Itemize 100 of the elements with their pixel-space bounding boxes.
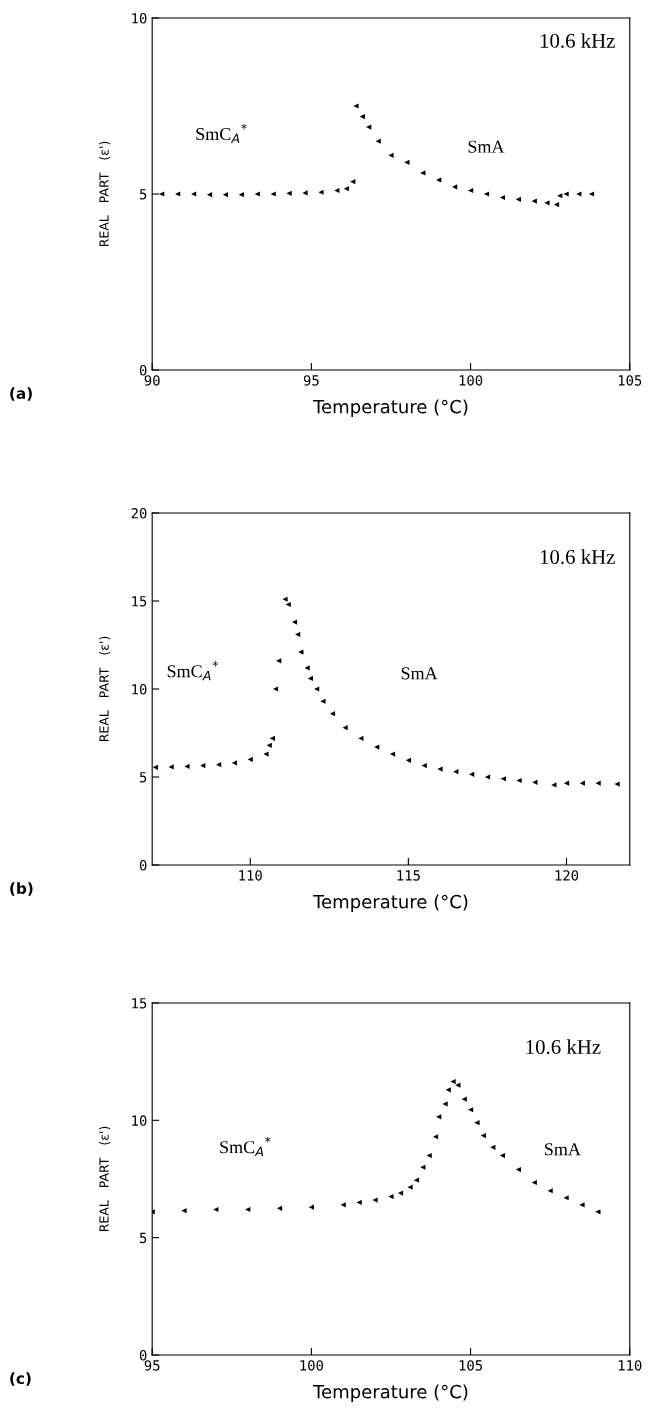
x-tick-label: 100 xyxy=(459,375,483,386)
point xyxy=(342,725,348,731)
y-tick-label: 0 xyxy=(139,860,147,871)
point xyxy=(184,763,190,770)
point xyxy=(595,1209,601,1215)
x-tick-label: 90 xyxy=(144,375,160,386)
y-axis-title: REAL PART (ε') xyxy=(99,141,111,247)
point xyxy=(426,1152,432,1159)
point xyxy=(421,762,427,769)
point xyxy=(263,751,269,757)
annotation: 10.6 kHz xyxy=(526,1039,601,1055)
point xyxy=(579,780,585,786)
x-tick-label: 110 xyxy=(239,870,262,881)
point xyxy=(181,1208,187,1214)
x-tick-label: 120 xyxy=(555,870,579,881)
point xyxy=(372,1197,378,1203)
text: (a) xyxy=(10,387,32,401)
annotation: 10.6 kHz xyxy=(540,33,615,48)
point xyxy=(553,201,560,208)
point xyxy=(461,1096,467,1102)
point xyxy=(334,187,340,194)
point xyxy=(168,764,174,770)
y-tick-label: 20 xyxy=(131,508,147,519)
y-tick-label: 0 xyxy=(139,365,147,376)
y-axis-title: REAL PART (ε') xyxy=(99,1126,111,1232)
point xyxy=(276,1205,283,1211)
x-tick-label: 95 xyxy=(144,1360,160,1371)
annotation: SmC$_{A}$$^{*}$ xyxy=(220,1136,271,1157)
point xyxy=(343,186,349,192)
point xyxy=(206,192,213,198)
point xyxy=(375,138,381,144)
text: (c) xyxy=(10,1372,31,1386)
point xyxy=(356,1199,362,1206)
point xyxy=(320,698,326,704)
point xyxy=(450,1079,456,1085)
y-tick-label: 15 xyxy=(132,998,147,1009)
point xyxy=(269,735,275,741)
point xyxy=(213,1206,219,1213)
point xyxy=(304,665,310,671)
y-tick-label: 0 xyxy=(139,1350,147,1361)
point xyxy=(307,675,313,682)
point xyxy=(302,190,308,196)
point xyxy=(318,189,324,195)
point xyxy=(329,711,336,717)
point xyxy=(340,1202,346,1208)
point xyxy=(152,764,158,770)
y-tick-label: 5 xyxy=(139,1232,147,1244)
annotation: 10.6 kHz xyxy=(540,549,615,565)
annotation: SmC$_{A}$$^{*}$ xyxy=(196,123,247,143)
point xyxy=(579,1202,585,1208)
point xyxy=(388,152,394,158)
point xyxy=(285,601,291,608)
point xyxy=(544,200,550,206)
point xyxy=(515,196,521,202)
point xyxy=(445,1087,451,1093)
point xyxy=(353,103,359,109)
y-tick-label: 10 xyxy=(132,1115,147,1126)
point xyxy=(432,1134,439,1140)
y-tick-label: 15 xyxy=(132,596,147,607)
x-tick-label: 100 xyxy=(300,1360,324,1371)
point xyxy=(595,780,601,786)
annotation: SmA xyxy=(401,667,438,680)
y-tick-label: 10 xyxy=(132,13,147,24)
point xyxy=(282,596,288,602)
point xyxy=(480,1132,486,1139)
annotation: SmC$_{A}$$^{*}$ xyxy=(167,660,219,681)
point xyxy=(407,1184,413,1190)
x-axis-title: Temperature (°C) xyxy=(313,894,468,912)
point xyxy=(359,113,365,120)
x-tick-label: 95 xyxy=(303,375,319,386)
point xyxy=(499,1152,506,1159)
point xyxy=(295,631,301,638)
point xyxy=(547,1188,553,1194)
point xyxy=(614,781,620,787)
x-tick-label: 105 xyxy=(459,1360,482,1371)
point xyxy=(200,762,206,769)
point xyxy=(499,194,506,201)
point xyxy=(515,1167,521,1173)
point xyxy=(245,1206,251,1213)
y-tick-label: 5 xyxy=(139,189,147,200)
point xyxy=(266,742,272,748)
point xyxy=(238,192,244,198)
point xyxy=(474,1120,480,1126)
x-tick-label: 110 xyxy=(618,1360,642,1371)
point xyxy=(222,192,229,198)
point xyxy=(467,187,474,194)
point xyxy=(216,762,222,768)
point xyxy=(437,766,443,772)
x-tick-label: 105 xyxy=(618,375,642,386)
x-tick-label: 115 xyxy=(397,870,420,881)
point xyxy=(388,1194,394,1200)
point xyxy=(516,777,522,784)
annotation: SmA xyxy=(468,140,505,153)
point xyxy=(563,1195,569,1201)
y-axis-title: REAL PART (ε') xyxy=(99,636,111,742)
point xyxy=(308,1204,314,1210)
y-tick-label: 10 xyxy=(132,684,147,695)
annotation: SmA xyxy=(545,1143,581,1156)
point xyxy=(358,735,364,741)
point xyxy=(247,756,253,762)
